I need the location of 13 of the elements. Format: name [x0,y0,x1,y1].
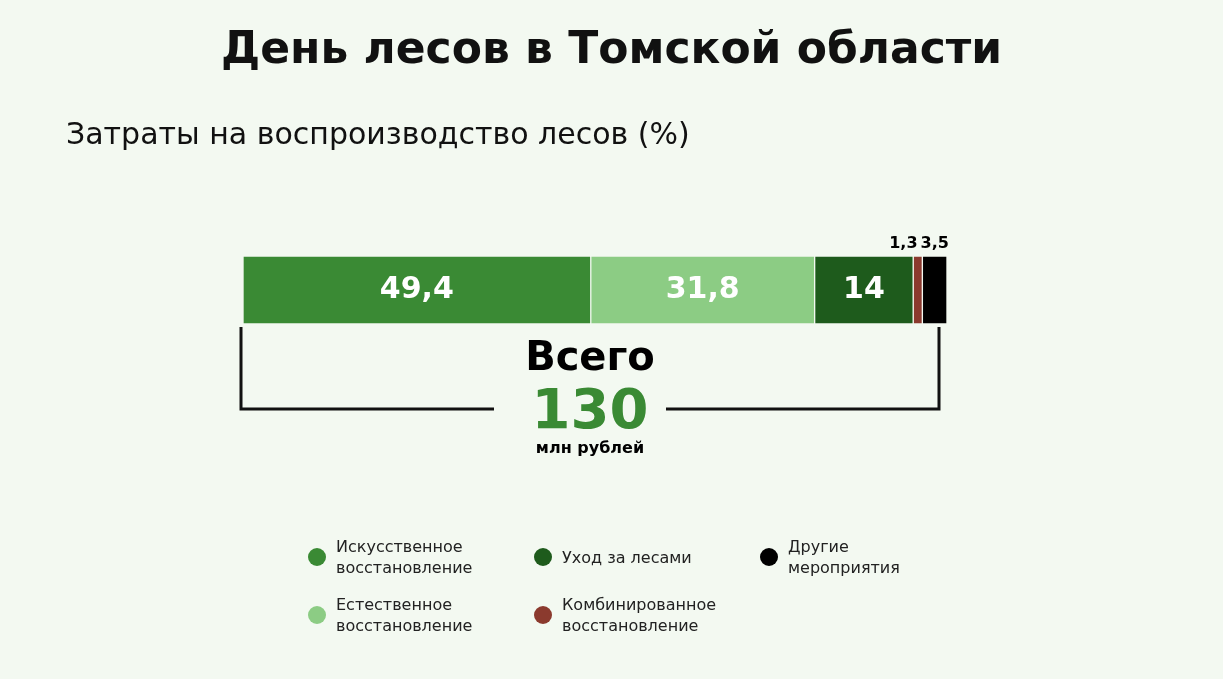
legend-label: Естественное восстановление [336,594,474,636]
chart-title: День лесов в Томской области [219,22,1004,73]
legend-label: Уход за лесами [562,546,693,568]
data-label: 1,3 [889,233,918,253]
legend-label: Искусственное восстановление [336,536,474,578]
text: млн рублей [534,438,646,458]
legend-label: Комбинированное восстановление [562,594,718,636]
data-label: 49,4 [379,269,454,305]
chart-subtitle: Затраты на воспроизводство лесов (%) [66,116,690,151]
data-label: 31,8 [665,269,740,305]
data-label: 3,5 [920,233,949,253]
data-label: 14 [843,269,885,305]
legend-label: Другие мероприятия [788,536,901,578]
